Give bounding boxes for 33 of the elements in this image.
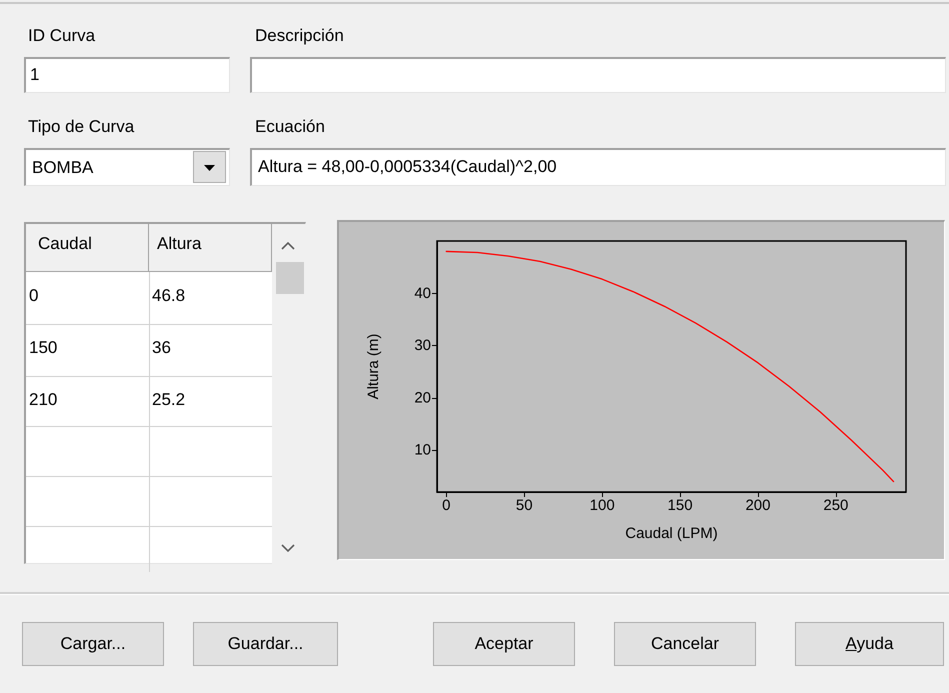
text: 46.8 — [152, 286, 186, 305]
text: Altura — [157, 234, 202, 253]
y-axis-title: Altura (m) — [365, 334, 382, 400]
x-tick-label: 100 — [590, 497, 615, 514]
text: 1 — [30, 65, 40, 84]
text: Aceptar — [474, 634, 534, 654]
text: 0 — [29, 286, 38, 305]
text: Tipo de Curva — [28, 117, 134, 136]
text: Ayuda — [846, 634, 894, 654]
text: 36 — [152, 338, 171, 357]
line-series — [446, 250, 894, 482]
x-tick-label: 0 — [442, 497, 451, 514]
text: 25.2 — [152, 390, 186, 409]
text: BOMBA — [32, 158, 94, 177]
text: 210 — [29, 390, 58, 409]
text: Descripción — [255, 26, 344, 45]
x-tick-label: 150 — [668, 497, 693, 514]
x-tick-label: 250 — [823, 497, 848, 514]
text: Cargar... — [60, 634, 126, 654]
y-tick-label: 20 — [414, 389, 431, 406]
x-tick-label: 200 — [745, 497, 770, 514]
text: 150 — [29, 338, 58, 357]
text: Altura = 48,00-0,0005334(Caudal)^2,00 — [258, 157, 557, 176]
y-tick-label: 10 — [414, 442, 431, 459]
text: ID Curva — [28, 26, 96, 45]
x-tick-label: 50 — [516, 497, 533, 514]
x-axis-title: Caudal (LPM) — [625, 525, 718, 542]
text: Cancelar — [650, 634, 720, 654]
y-tick-label: 40 — [414, 284, 431, 302]
text: Guardar... — [228, 634, 304, 654]
text: Caudal — [38, 234, 92, 253]
text: Ecuación — [255, 117, 325, 136]
y-tick-label: 30 — [414, 337, 431, 354]
